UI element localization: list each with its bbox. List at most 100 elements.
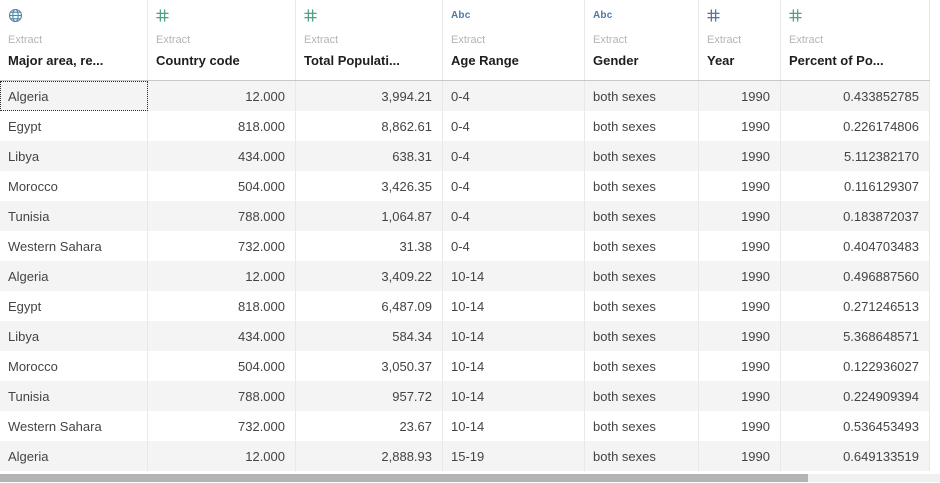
table-cell[interactable]: 8,862.61 (296, 111, 443, 141)
table-cell[interactable]: Tunisia (0, 201, 148, 231)
column-header-total-population[interactable]: Extract Total Populati... (296, 0, 443, 80)
table-cell[interactable]: 0.224909394 (781, 381, 930, 411)
table-cell[interactable]: 732.000 (148, 231, 296, 261)
table-cell[interactable]: 1990 (699, 441, 781, 471)
table-cell[interactable]: both sexes (585, 261, 699, 291)
table-cell[interactable]: 1990 (699, 291, 781, 321)
table-cell[interactable]: 12.000 (148, 81, 296, 111)
table-cell[interactable]: 1990 (699, 141, 781, 171)
table-cell[interactable]: 1990 (699, 201, 781, 231)
table-cell[interactable]: 12.000 (148, 261, 296, 291)
table-cell[interactable]: 788.000 (148, 381, 296, 411)
table-cell[interactable]: 10-14 (443, 411, 585, 441)
table-cell[interactable]: 12.000 (148, 441, 296, 471)
table-cell[interactable]: 1,064.87 (296, 201, 443, 231)
table-cell[interactable]: 0-4 (443, 81, 585, 111)
table-cell[interactable]: 5.368648571 (781, 321, 930, 351)
table-cell[interactable]: 434.000 (148, 321, 296, 351)
table-cell[interactable]: both sexes (585, 351, 699, 381)
table-cell[interactable]: 0.226174806 (781, 111, 930, 141)
table-cell[interactable]: 0-4 (443, 141, 585, 171)
table-cell[interactable]: 957.72 (296, 381, 443, 411)
table-cell[interactable]: 1990 (699, 381, 781, 411)
table-cell[interactable]: 0.122936027 (781, 351, 930, 381)
table-cell[interactable]: Egypt (0, 111, 148, 141)
table-cell[interactable]: Western Sahara (0, 411, 148, 441)
table-cell[interactable]: 1990 (699, 231, 781, 261)
table-cell[interactable]: 0.116129307 (781, 171, 930, 201)
table-cell[interactable]: both sexes (585, 171, 699, 201)
column-header-year[interactable]: Extract Year (699, 0, 781, 80)
table-cell[interactable]: 504.000 (148, 351, 296, 381)
table-cell[interactable]: 434.000 (148, 141, 296, 171)
table-cell[interactable]: Egypt (0, 291, 148, 321)
table-cell[interactable]: 31.38 (296, 231, 443, 261)
table-cell[interactable]: 10-14 (443, 261, 585, 291)
table-cell[interactable]: 0.404703483 (781, 231, 930, 261)
table-cell[interactable]: 23.67 (296, 411, 443, 441)
table-cell[interactable]: 0-4 (443, 201, 585, 231)
table-cell[interactable]: 0.496887560 (781, 261, 930, 291)
table-cell[interactable]: 1990 (699, 111, 781, 141)
table-cell[interactable]: 0-4 (443, 111, 585, 141)
table-cell[interactable]: Libya (0, 141, 148, 171)
table-cell[interactable]: 1990 (699, 351, 781, 381)
table-cell[interactable]: 788.000 (148, 201, 296, 231)
table-cell[interactable]: both sexes (585, 141, 699, 171)
table-cell[interactable]: Western Sahara (0, 231, 148, 261)
table-cell[interactable]: both sexes (585, 111, 699, 141)
table-cell[interactable]: 0.536453493 (781, 411, 930, 441)
table-cell[interactable]: both sexes (585, 381, 699, 411)
table-cell[interactable]: both sexes (585, 201, 699, 231)
column-header-country-code[interactable]: Extract Country code (148, 0, 296, 80)
table-cell[interactable]: 10-14 (443, 291, 585, 321)
column-header-major-area[interactable]: Extract Major area, re... (0, 0, 148, 80)
table-cell[interactable]: Algeria (0, 261, 148, 291)
table-cell[interactable]: 3,050.37 (296, 351, 443, 381)
table-cell[interactable]: 0.271246513 (781, 291, 930, 321)
table-cell[interactable]: 10-14 (443, 351, 585, 381)
table-cell[interactable]: 818.000 (148, 291, 296, 321)
table-cell[interactable]: 1990 (699, 81, 781, 111)
scrollbar-thumb[interactable] (0, 474, 809, 482)
table-cell[interactable]: 5.112382170 (781, 141, 930, 171)
table-cell[interactable]: 0-4 (443, 231, 585, 261)
table-cell[interactable]: Morocco (0, 351, 148, 381)
table-cell[interactable]: 0.649133519 (781, 441, 930, 471)
column-header-gender[interactable]: Abc Extract Gender (585, 0, 699, 80)
table-cell[interactable]: 3,409.22 (296, 261, 443, 291)
table-cell[interactable]: 15-19 (443, 441, 585, 471)
table-cell[interactable]: Algeria (0, 81, 148, 111)
table-cell[interactable]: Algeria (0, 441, 148, 471)
table-cell[interactable]: both sexes (585, 81, 699, 111)
table-cell[interactable]: 818.000 (148, 111, 296, 141)
table-cell[interactable]: 504.000 (148, 171, 296, 201)
table-cell[interactable]: Libya (0, 321, 148, 351)
column-header-percent-of-population[interactable]: Extract Percent of Po... (781, 0, 930, 80)
table-cell[interactable]: 1990 (699, 261, 781, 291)
table-cell[interactable]: 584.34 (296, 321, 443, 351)
table-cell[interactable]: 0.433852785 (781, 81, 930, 111)
table-cell[interactable]: 732.000 (148, 411, 296, 441)
table-cell[interactable]: 1990 (699, 411, 781, 441)
table-cell[interactable]: 0.183872037 (781, 201, 930, 231)
table-cell[interactable]: 1990 (699, 321, 781, 351)
table-cell[interactable]: 0-4 (443, 171, 585, 201)
table-cell[interactable]: 638.31 (296, 141, 443, 171)
table-cell[interactable]: 2,888.93 (296, 441, 443, 471)
table-cell[interactable]: both sexes (585, 231, 699, 261)
horizontal-scrollbar[interactable] (0, 474, 940, 482)
table-cell[interactable]: Tunisia (0, 381, 148, 411)
table-cell[interactable]: both sexes (585, 441, 699, 471)
table-cell[interactable]: both sexes (585, 291, 699, 321)
table-cell[interactable]: 3,426.35 (296, 171, 443, 201)
table-cell[interactable]: both sexes (585, 411, 699, 441)
table-cell[interactable]: both sexes (585, 321, 699, 351)
table-cell[interactable]: 10-14 (443, 381, 585, 411)
table-cell[interactable]: Morocco (0, 171, 148, 201)
table-cell[interactable]: 3,994.21 (296, 81, 443, 111)
column-header-age-range[interactable]: Abc Extract Age Range (443, 0, 585, 80)
table-cell[interactable]: 10-14 (443, 321, 585, 351)
table-cell[interactable]: 1990 (699, 171, 781, 201)
table-cell[interactable]: 6,487.09 (296, 291, 443, 321)
